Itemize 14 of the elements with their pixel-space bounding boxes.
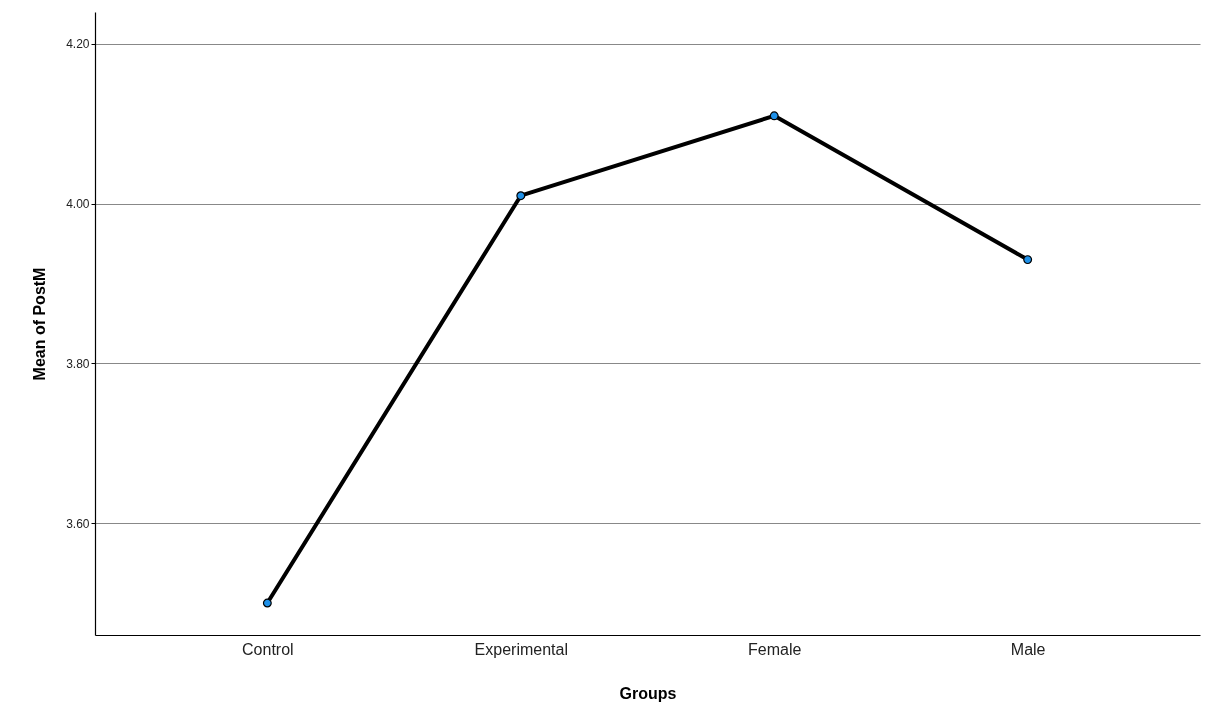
y-tick-label: 4.20 [66,37,90,52]
point [769,111,779,121]
y-tick-label: 3.60 [66,516,90,531]
point [1023,255,1033,265]
x-tick-label: Male [1010,640,1046,658]
x-tick-label: Female [748,640,802,658]
point [262,598,272,608]
y-tick-label: 4.00 [66,197,90,212]
x-axis-title: Groups [619,684,677,702]
x-tick-label: Control [242,640,294,658]
y-axis-title: Mean of PostM [31,267,49,381]
x-tick-label: Experimental [474,640,568,658]
point [516,191,526,201]
y-tick-label: 3.80 [66,356,90,371]
